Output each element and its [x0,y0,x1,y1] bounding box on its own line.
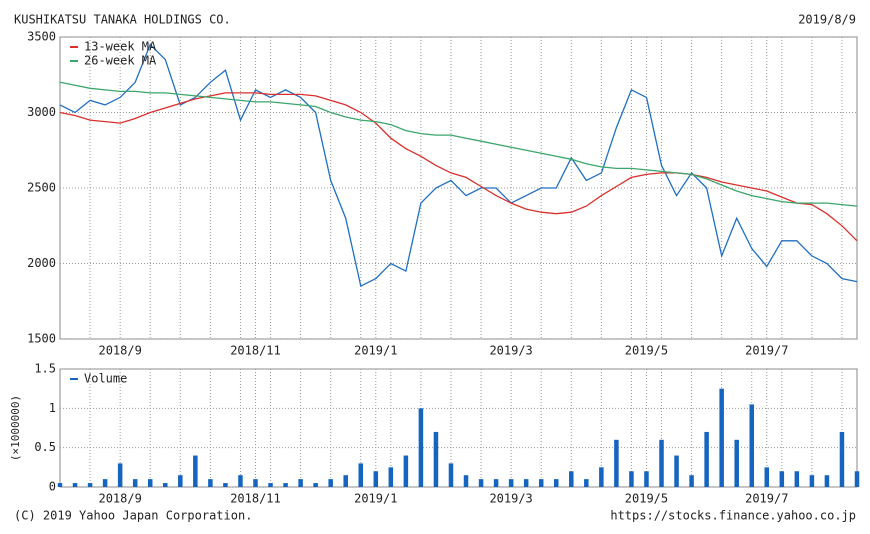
volume-bar [373,471,379,487]
y-axis-label: (×1000000) [9,395,22,461]
x-tick-label: 2019/5 [625,492,668,506]
y-tick-label: 3000 [27,105,56,119]
x-tick-label: 2019/7 [745,492,788,506]
volume-bar [418,408,424,487]
volume-bar [72,483,78,487]
volume-bar [569,471,574,487]
volume-bar [553,479,559,487]
volume-bar [87,483,93,487]
volume-bar [854,471,860,487]
y-tick-label: 0 [49,480,56,494]
price-line [59,81,858,207]
x-tick-label: 2018/11 [230,492,281,506]
x-tick-label: 2018/9 [98,492,141,506]
volume-bar [614,439,619,487]
volume-bar [463,475,469,487]
volume-bar [644,471,649,487]
volume-bar [508,479,514,487]
volume-bar [57,483,63,487]
volume-bar [824,475,830,487]
volume-bar [674,455,679,487]
volume-bar [253,479,258,487]
volume-bar [147,479,153,487]
volume-bar [629,471,634,487]
x-tick-label: 2019/5 [625,344,668,358]
volume-bar [764,467,770,487]
x-tick-label: 2019/1 [354,492,397,506]
volume-bar [163,483,168,487]
volume-bar [403,455,409,487]
price-line [59,43,858,288]
volume-bar [343,475,348,487]
company-name: KUSHIKATSU TANAKA HOLDINGS CO. [14,13,231,27]
volume-bar [117,463,123,487]
x-tick-label: 2019/3 [489,344,532,358]
volume-bar [193,455,198,487]
volume-bar [223,483,228,487]
volume-bar [523,479,529,487]
volume-bar [659,439,664,487]
volume-bar [704,431,709,487]
x-tick-label: 2019/7 [745,344,788,358]
volume-bar [313,483,318,487]
price-line [59,92,858,242]
y-tick-label: 1 [49,401,56,415]
volume-bar [779,471,785,487]
volume-bar [238,475,243,487]
legend-label: 26-week MA [84,54,157,68]
volume-bar [478,479,484,487]
volume-bar [839,431,845,487]
volume-bar [689,475,694,487]
x-tick-label: 2019/1 [354,344,397,358]
volume-bar [298,479,303,487]
volume-bar [584,479,589,487]
volume-bar [794,471,800,487]
y-tick-label: 1500 [27,332,56,346]
y-tick-label: 2500 [27,181,56,195]
volume-bar [734,439,739,487]
volume-bar [388,467,394,487]
volume-bar [433,431,439,487]
volume-bar [102,479,108,487]
volume-bar [358,463,364,487]
volume-bar [809,475,815,487]
volume-bar [178,475,183,487]
legend-label: 13-week MA [84,40,157,54]
x-tick-label: 2019/3 [489,492,532,506]
volume-bar [493,479,499,487]
volume-bar [719,388,724,487]
x-tick-label: 2018/9 [98,344,141,358]
x-tick-label: 2018/11 [230,344,281,358]
volume-bar [328,479,333,487]
plot-area [59,368,858,488]
volume-bar [132,479,138,487]
volume-bar [749,404,754,487]
y-tick-label: 1.5 [34,362,56,376]
y-tick-label: 0.5 [34,440,56,454]
y-tick-label: 2000 [27,256,56,270]
volume-bar [208,479,213,487]
volume-bar [599,467,604,487]
volume-bar [268,483,273,487]
y-tick-label: 3500 [27,30,56,44]
copyright: (C) 2019 Yahoo Japan Corporation. [14,509,252,523]
source-url: https://stocks.finance.yahoo.co.jp [610,509,856,523]
volume-bar [448,463,454,487]
chart-date: 2019/8/9 [798,13,856,27]
volume-bar [538,479,544,487]
volume-bar [283,483,288,487]
legend-label: Volume [84,372,127,386]
